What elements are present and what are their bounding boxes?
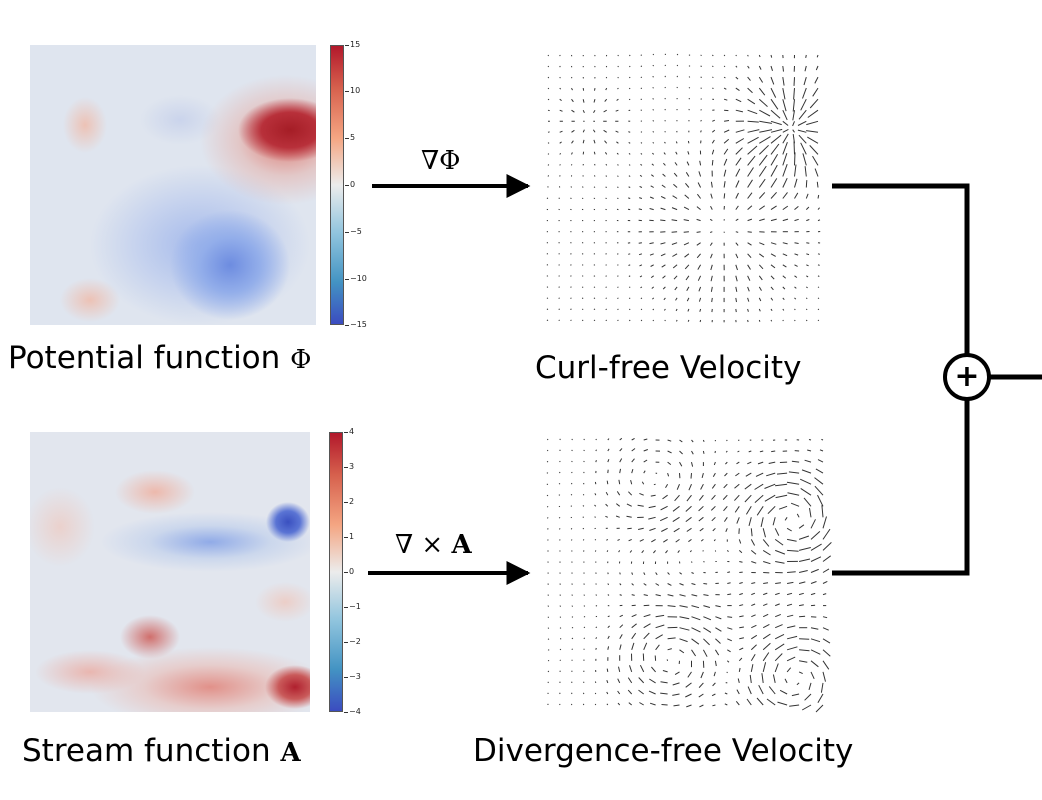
potential-function-text: Potential function (8, 340, 281, 376)
tick-label: 10 (344, 86, 361, 95)
stream-function-text: Stream function (22, 733, 271, 769)
stream-colorbar-ticks: 4 3 2 1 0 −1 −2 −3 −4 (343, 427, 379, 718)
tick-label: 3 (343, 462, 355, 471)
curl-operator-symbol: A (451, 530, 472, 560)
bottom-connector-line (832, 400, 970, 576)
curl-operator-prefix: ∇ × (395, 530, 452, 560)
sum-node (943, 353, 991, 401)
tick-label: −5 (345, 227, 362, 236)
stream-function-label: Stream function A (22, 733, 301, 769)
tick-label: −1 (344, 602, 361, 611)
tick-label: 2 (343, 497, 355, 506)
potential-colorbar (330, 45, 344, 325)
tick-label: −10 (345, 274, 367, 283)
tick-label: −4 (344, 707, 361, 716)
potential-heatmap (30, 45, 316, 325)
tick-label: 1 (343, 532, 355, 541)
curl-operator-label: ∇ × A (395, 530, 472, 560)
stream-heatmap (30, 432, 310, 712)
tick-label: −3 (344, 672, 361, 681)
gradient-operator-label: ∇Φ (421, 146, 461, 176)
stream-colorbar (329, 432, 343, 712)
potential-function-symbol: Φ (290, 345, 312, 375)
tick-label: 0 (344, 180, 356, 189)
tick-label: 4 (343, 427, 355, 436)
potential-colorbar-ticks: 15 10 5 0 −5 −10 −15 (344, 40, 380, 331)
divergence-free-velocity-label: Divergence-free Velocity (473, 733, 854, 769)
curl-free-velocity-label: Curl-free Velocity (535, 350, 802, 386)
potential-function-label: Potential function Φ (8, 340, 311, 376)
top-connector-line (832, 183, 970, 354)
tick-label: −2 (344, 637, 361, 646)
tick-label: 15 (344, 40, 361, 49)
tick-label: 5 (344, 133, 356, 142)
sum-node-symbol: + (954, 359, 980, 394)
stream-function-symbol: A (280, 738, 301, 768)
tick-label: 0 (343, 567, 355, 576)
tick-label: −15 (345, 320, 367, 329)
